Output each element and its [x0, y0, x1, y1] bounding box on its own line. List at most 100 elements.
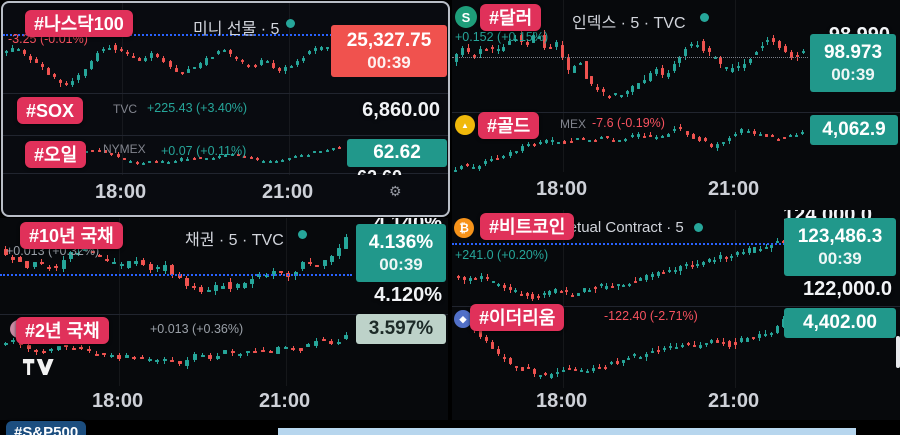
quadrant-nasdaq-sox-oil[interactable]: #나스닥100 미니 선물 · 5 -3.25 (-0.01%) 25,327.… [1, 1, 450, 217]
candle-wick [270, 349, 272, 352]
candle-body [525, 293, 529, 297]
bond10-price-box: 4.136% 00:39 [356, 224, 446, 282]
candle-body [605, 286, 609, 290]
gold-candlestick-chart[interactable] [452, 119, 806, 173]
candle-body [520, 367, 524, 371]
candle-body [514, 365, 518, 368]
candle-wick [669, 342, 671, 350]
candle-body [485, 337, 489, 341]
btc-candlestick-chart[interactable] [456, 236, 786, 308]
dollar-candlestick-chart[interactable] [454, 18, 806, 106]
candle-body [545, 139, 549, 144]
candle-body [746, 130, 750, 133]
candle-body [639, 357, 643, 360]
candle-body [770, 244, 774, 249]
prev-close-line [452, 243, 792, 245]
candle-body [630, 135, 634, 138]
quadrant-bonds[interactable]: #10년 국채 채권 · 5 · TVC +0.013 (+0.32%) 4.1… [0, 218, 448, 420]
candle-body [268, 160, 272, 163]
gridline [122, 3, 123, 175]
candle-wick [133, 52, 135, 59]
candle-body [4, 51, 8, 54]
candle-wick [262, 346, 264, 352]
candle-body [663, 348, 666, 351]
candle-body [565, 289, 569, 292]
candle-body [656, 272, 660, 277]
tradingview-logo[interactable] [22, 358, 56, 376]
candle-body [696, 44, 699, 47]
candle-body [679, 265, 683, 272]
tag-ethereum: #이더리움 [470, 304, 565, 331]
candle-body [633, 354, 637, 357]
market-status-dot [286, 19, 295, 28]
candle-body [177, 361, 182, 365]
candle-body [53, 73, 57, 77]
candle-body [326, 46, 330, 50]
gear-icon[interactable]: ⚙ [389, 183, 402, 199]
time-label-21: 21:00 [259, 390, 311, 412]
candle-body [741, 251, 745, 254]
tag-bitcoin: #비트코인 [480, 213, 575, 240]
candle-body [628, 283, 631, 286]
candle-body [497, 349, 500, 354]
candle-body [168, 61, 172, 68]
candle-body [47, 67, 50, 75]
candle-body [167, 161, 171, 164]
candle-body [783, 136, 787, 139]
candle-body [94, 353, 99, 356]
candle-body [757, 334, 761, 339]
candle-body [253, 65, 257, 68]
candle-body [211, 57, 214, 60]
oil-last-price: 62.62 [373, 142, 421, 164]
candle-body [622, 284, 626, 287]
candle-body [657, 349, 660, 352]
candle-wick [527, 364, 529, 369]
candle-body [471, 166, 475, 169]
candle-body [514, 289, 518, 292]
candle-body [281, 159, 285, 162]
candle-body [772, 38, 776, 43]
candle-body [660, 68, 664, 75]
candle-body [566, 58, 570, 70]
candle-body [155, 266, 160, 270]
candle-body [563, 141, 567, 145]
candle-body [237, 154, 240, 156]
candle-body [132, 55, 136, 58]
candle-wick [652, 347, 654, 353]
candle-body [784, 45, 787, 53]
prev-close-line [452, 57, 808, 58]
candle-body [479, 327, 483, 337]
candle-body [18, 257, 23, 262]
candle-body [162, 58, 166, 63]
candle-wick [280, 270, 282, 275]
candle-body [532, 143, 536, 146]
candle-body [242, 282, 247, 289]
candle-body [747, 248, 751, 253]
candle-body [243, 155, 247, 158]
quadrant-crypto[interactable]: ₿ #비트코인 Perpetual Contract · 5 +241.0 (+… [452, 210, 900, 420]
candle-body [633, 280, 637, 283]
candle-body [83, 249, 88, 252]
candle-wick [572, 292, 574, 296]
candle-body [154, 160, 158, 163]
candle-body [578, 63, 582, 66]
candle-body [161, 161, 164, 164]
scrollbar-thumb[interactable] [896, 336, 900, 368]
candle-body [200, 354, 205, 357]
candle-wick [269, 159, 271, 162]
candle-body [298, 348, 303, 351]
candle-body [213, 284, 218, 291]
candle-body [672, 64, 676, 71]
eth-price-box: 4,402.00 [784, 308, 896, 338]
candle-body [502, 357, 506, 360]
candle-body [142, 162, 145, 165]
candle-body [650, 274, 654, 278]
candle-body [758, 249, 762, 252]
candle-wick [634, 277, 636, 283]
quadrant-dollar-gold[interactable]: S #달러 인덱스 · 5 · TVC +0.152 (+0.15%) 98.9… [452, 0, 900, 212]
dollar-change: +0.152 (+0.15%) [455, 30, 549, 44]
candle-wick [550, 44, 552, 49]
candle-body [654, 69, 658, 74]
candle-body [591, 367, 595, 372]
